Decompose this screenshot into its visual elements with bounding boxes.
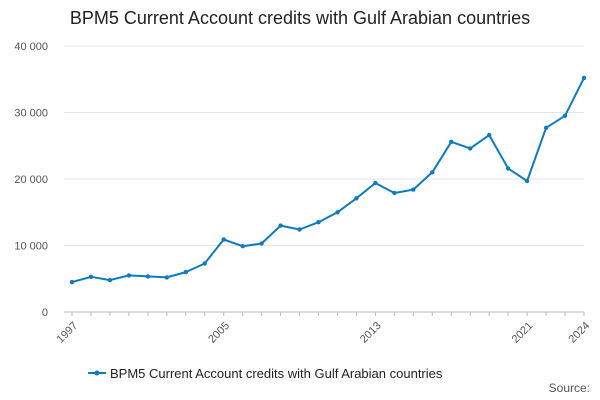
data-point[interactable] bbox=[430, 170, 435, 175]
data-point[interactable] bbox=[505, 166, 511, 171]
y-tick-label: 30 000 bbox=[14, 108, 48, 120]
series-group bbox=[69, 75, 587, 285]
data-point[interactable] bbox=[449, 139, 454, 144]
y-axis-ticks: 0 10 000 20 000 30 000 40 000 bbox=[14, 41, 48, 319]
data-point[interactable] bbox=[543, 125, 549, 130]
y-tick-label: 10 000 bbox=[14, 241, 48, 253]
x-tick-label: 2005 bbox=[206, 320, 232, 346]
y-tick-label: 20 000 bbox=[14, 174, 48, 186]
x-tick-label: 2013 bbox=[358, 320, 384, 346]
chart-title: BPM5 Current Account credits with Gulf A… bbox=[69, 8, 531, 28]
data-point[interactable] bbox=[88, 274, 94, 279]
data-point[interactable] bbox=[240, 244, 245, 249]
source-label: Source: bbox=[548, 381, 590, 395]
data-point[interactable] bbox=[524, 178, 530, 184]
data-point[interactable] bbox=[316, 220, 321, 225]
x-tick-label: 2021 bbox=[510, 320, 536, 346]
data-point[interactable] bbox=[164, 275, 169, 280]
data-point[interactable] bbox=[221, 237, 226, 242]
y-tick-label: 0 bbox=[42, 307, 48, 319]
data-point[interactable] bbox=[145, 274, 151, 279]
data-point[interactable] bbox=[373, 180, 378, 186]
y-tick-label: 40 000 bbox=[14, 41, 48, 53]
data-point[interactable] bbox=[259, 241, 264, 246]
series-line bbox=[71, 77, 585, 284]
legend-label: BPM5 Current Account credits with Gulf A… bbox=[110, 366, 443, 381]
x-tick-label: 1997 bbox=[55, 320, 81, 346]
legend-marker bbox=[94, 370, 100, 376]
x-tick-label: 2024 bbox=[567, 320, 593, 346]
data-point[interactable] bbox=[107, 277, 113, 283]
data-point[interactable] bbox=[278, 223, 283, 228]
data-point[interactable] bbox=[392, 190, 397, 196]
data-point[interactable] bbox=[354, 196, 359, 201]
data-point[interactable] bbox=[411, 187, 416, 192]
data-point[interactable] bbox=[202, 261, 207, 266]
data-point[interactable] bbox=[335, 210, 340, 215]
data-point[interactable] bbox=[581, 75, 587, 81]
data-point[interactable] bbox=[69, 279, 75, 285]
data-point[interactable] bbox=[126, 273, 132, 278]
data-point[interactable] bbox=[487, 132, 492, 138]
data-point[interactable] bbox=[562, 113, 568, 119]
x-axis-ticks: 1997 2005 2013 2021 2024 bbox=[55, 312, 593, 346]
data-point[interactable] bbox=[468, 146, 473, 151]
data-point[interactable] bbox=[297, 227, 302, 232]
grid-lines bbox=[64, 45, 584, 313]
legend[interactable]: BPM5 Current Account credits with Gulf A… bbox=[88, 366, 443, 381]
data-point[interactable] bbox=[183, 269, 188, 275]
